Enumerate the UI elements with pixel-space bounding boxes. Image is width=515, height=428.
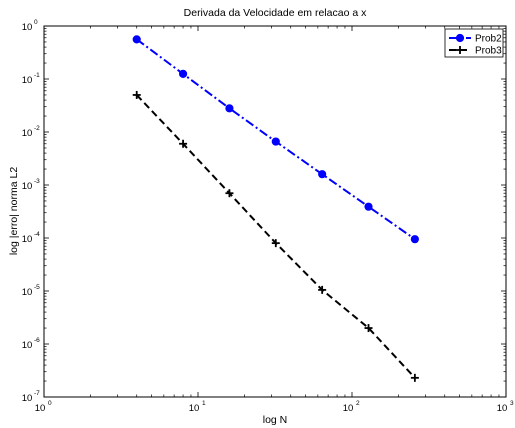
y-tick-label: 10 (22, 22, 33, 33)
data-point-prob2 (178, 69, 188, 78)
y-tick-label: 10 (22, 287, 33, 298)
x-tick-label: 10 (189, 403, 200, 414)
data-point-prob2 (318, 170, 327, 179)
legend-marker-prob3 (456, 46, 464, 54)
data-point-prob2 (225, 104, 234, 113)
data-point-prob2 (132, 35, 141, 44)
data-point-prob3 (364, 324, 373, 333)
y-tick-label: 10 (22, 234, 33, 245)
y-tick-exponent: -4 (34, 231, 40, 238)
legend: Prob2 Prob3 (444, 28, 504, 58)
data-point-prob2 (271, 137, 280, 146)
y-tick-exponent: -2 (34, 125, 40, 132)
x-tick-label: 10 (497, 403, 508, 414)
x-tick-exponent: 0 (48, 400, 52, 407)
y-tick-exponent: -3 (34, 178, 40, 185)
x-tick-exponent: 1 (202, 400, 206, 407)
legend-label-prob2: Prob2 (475, 34, 502, 45)
y-tick-label: 10 (22, 75, 33, 86)
legend-marker-prob2 (455, 33, 465, 43)
data-point-prob2 (410, 235, 419, 244)
legend-marker-prob3 (456, 46, 464, 54)
y-tick-exponent: 0 (34, 19, 38, 26)
data-point-prob3 (179, 139, 188, 148)
x-tick-exponent: 3 (510, 400, 514, 407)
data-point-prob3 (132, 90, 141, 99)
legend-label-prob3: Prob3 (475, 46, 502, 57)
x-tick-label: 10 (35, 403, 46, 414)
data-point-prob3 (225, 189, 234, 198)
y-tick-label: 10 (22, 128, 33, 139)
y-tick-exponent: -5 (34, 284, 40, 291)
x-axis-label: log N (263, 414, 288, 426)
data-series (132, 35, 419, 382)
plot-area (43, 25, 507, 398)
data-point-prob3 (271, 239, 280, 248)
x-tick-exponent: 2 (356, 400, 360, 407)
x-tick-label: 10 (343, 403, 354, 414)
y-axis-label: log |erro| norma L2 (8, 167, 20, 255)
chart-title: Derivada da Velocidade em relacao a x (184, 7, 367, 19)
y-tick-label: 10 (22, 393, 33, 404)
legend-box (444, 28, 504, 58)
data-point-prob2 (364, 202, 373, 211)
y-tick-exponent: -7 (34, 390, 40, 397)
data-point-prob3 (318, 285, 327, 294)
legend-marker-prob2 (455, 33, 465, 43)
y-tick-label: 10 (22, 181, 33, 192)
y-tick-exponent: -6 (34, 337, 40, 344)
y-tick-exponent: -1 (34, 72, 40, 79)
data-point-prob3 (410, 373, 419, 382)
axis-ticks: 10 0 10 1 10 2 10 310 -710 -610 -510 -410 -310 -210 -1… (22, 19, 514, 414)
y-tick-label: 10 (22, 340, 33, 351)
